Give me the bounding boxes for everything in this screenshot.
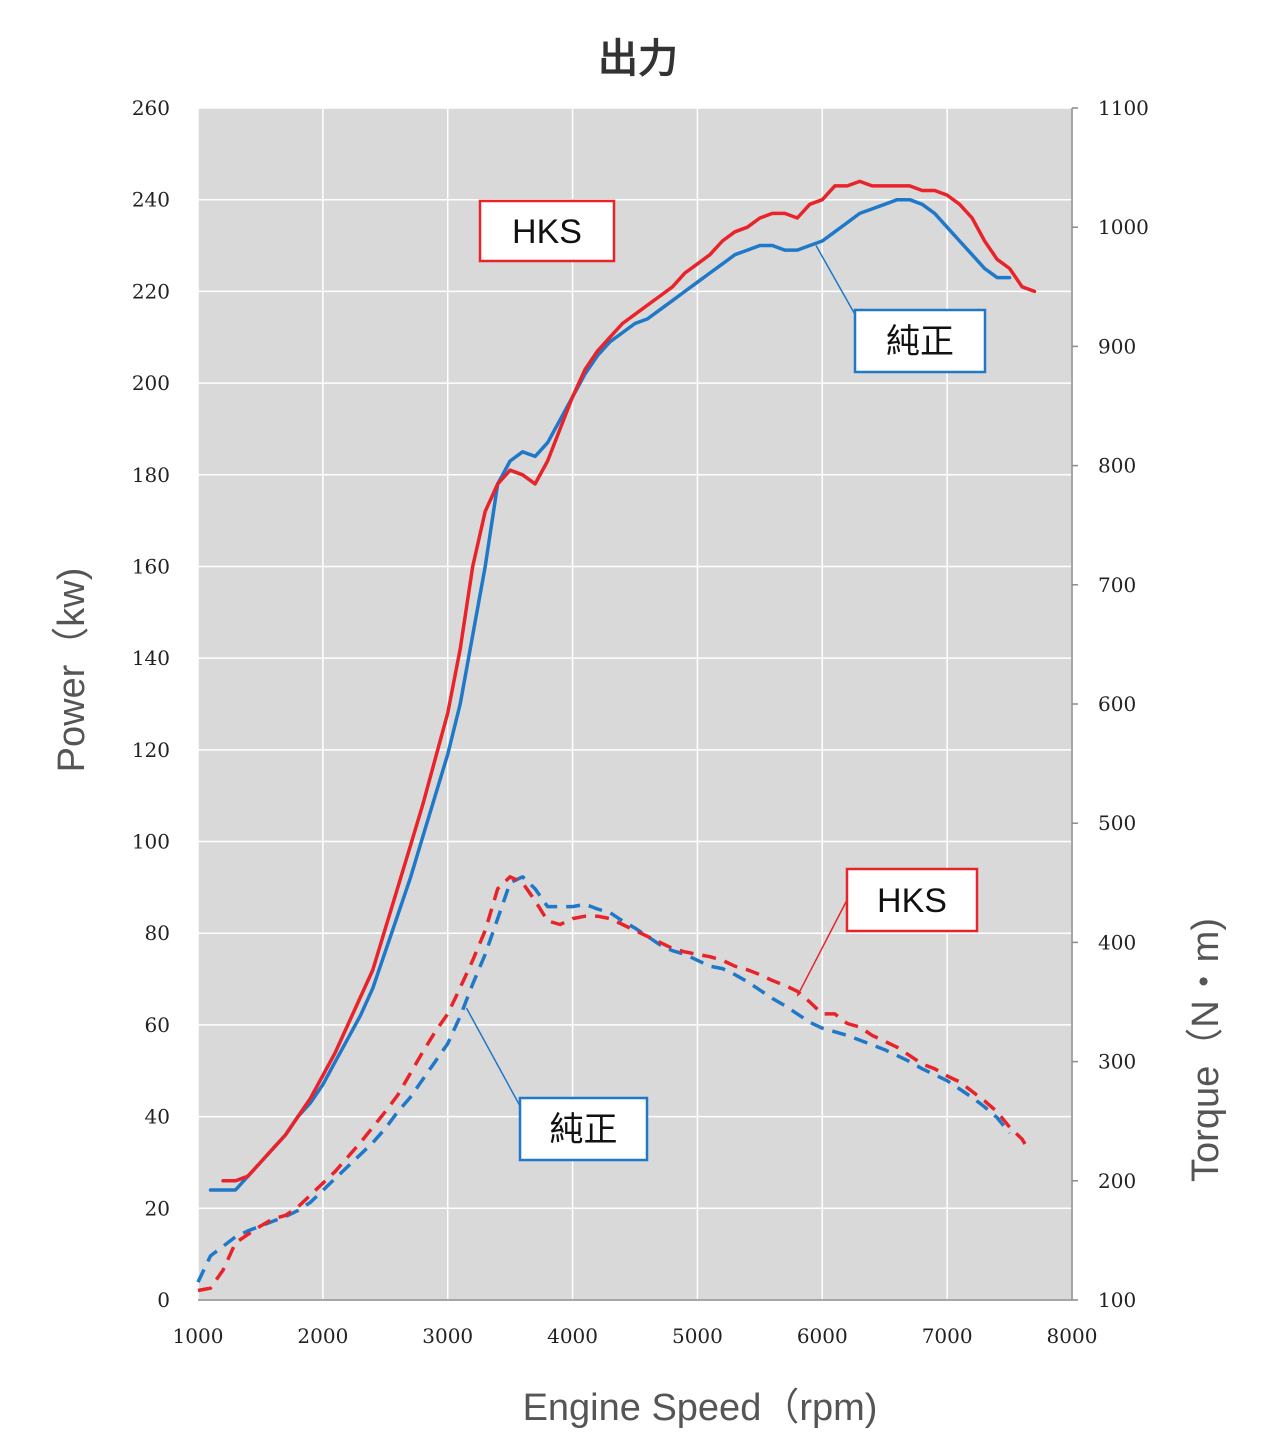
callout-hks-power: HKS [478, 199, 616, 263]
callout-box [518, 1096, 649, 1162]
callout-hks-torque: HKS [796, 867, 979, 997]
rpm-tick-label: 5000 [672, 1324, 723, 1348]
rpm-tick-label: 1000 [173, 1324, 224, 1348]
callout-box [853, 308, 987, 374]
y-axis-title: Power（kw) [51, 568, 93, 773]
callout-label: HKS [877, 882, 947, 920]
power-tick-label: 240 [132, 188, 170, 212]
torque-tick-label: 700 [1098, 573, 1136, 597]
power-tick-label: 160 [132, 554, 170, 578]
stock-power-line [208, 197, 1012, 1192]
torque-tick-label: 200 [1098, 1169, 1136, 1193]
torque-tick-label: 800 [1098, 454, 1136, 478]
y2-axis-title: Torque（N・m) [1185, 918, 1227, 1182]
series-lines [196, 179, 1037, 1293]
torque-tick-label: 1100 [1098, 96, 1149, 120]
torque-tick-label: 100 [1098, 1288, 1136, 1312]
torque-tick-label: 400 [1098, 930, 1136, 954]
rpm-tick-label: 2000 [297, 1324, 348, 1348]
power-tick-label: 40 [145, 1105, 170, 1129]
x-axis-title: Engine Speed（rpm) [523, 1387, 878, 1429]
rpm-axis-ticks: 1000 2000 3000 4000 5000 6000 7000 8000 [173, 1324, 1098, 1348]
callouts: HKS 純正 HKS 純正 [465, 199, 987, 1162]
torque-tick-label: 300 [1098, 1050, 1136, 1074]
torque-tick-label: 900 [1098, 334, 1136, 358]
rpm-tick-label: 7000 [922, 1324, 973, 1348]
callout-label: 純正 [550, 1111, 618, 1149]
power-tick-label: 220 [132, 279, 170, 303]
power-tick-label: 140 [132, 646, 170, 670]
power-tick-label: 180 [132, 463, 170, 487]
power-tick-label: 80 [145, 921, 170, 945]
rpm-tick-label: 6000 [797, 1324, 848, 1348]
power-tick-label: 260 [132, 96, 170, 120]
callout-stock-power: 純正 [815, 245, 987, 374]
callout-label: 純正 [886, 323, 954, 361]
chart-title: 出力 [598, 36, 678, 82]
callout-stock-torque: 純正 [465, 1007, 649, 1162]
stock-torque-line [196, 875, 1011, 1283]
rpm-tick-label: 8000 [1047, 1324, 1098, 1348]
rpm-tick-label: 3000 [422, 1324, 473, 1348]
power-tick-label: 100 [132, 830, 170, 854]
torque-tick-label: 500 [1098, 811, 1136, 835]
power-tick-label: 120 [132, 738, 170, 762]
power-tick-label: 200 [132, 371, 170, 395]
torque-axis-ticks: 100 200 300 400 500 600 700 800 900 1000 1100 [1072, 96, 1149, 1312]
power-axis-ticks: 0 20 40 60 80 100 120 140 160 180 200 220 240 260 [132, 96, 170, 1312]
power-tick-label: 0 [157, 1288, 170, 1312]
callout-leader [796, 899, 848, 997]
callout-label: HKS [512, 213, 582, 251]
callout-leader [465, 1007, 521, 1107]
torque-tick-label: 600 [1098, 692, 1136, 716]
callout-box [478, 199, 616, 263]
hks-torque-line [197, 875, 1030, 1293]
callout-leader [815, 245, 858, 319]
power-tick-label: 60 [145, 1013, 170, 1037]
power-tick-label: 20 [145, 1196, 170, 1220]
hks-power-line [221, 179, 1037, 1183]
callout-box [845, 867, 979, 933]
torque-tick-label: 1000 [1098, 215, 1149, 239]
rpm-tick-label: 4000 [547, 1324, 598, 1348]
